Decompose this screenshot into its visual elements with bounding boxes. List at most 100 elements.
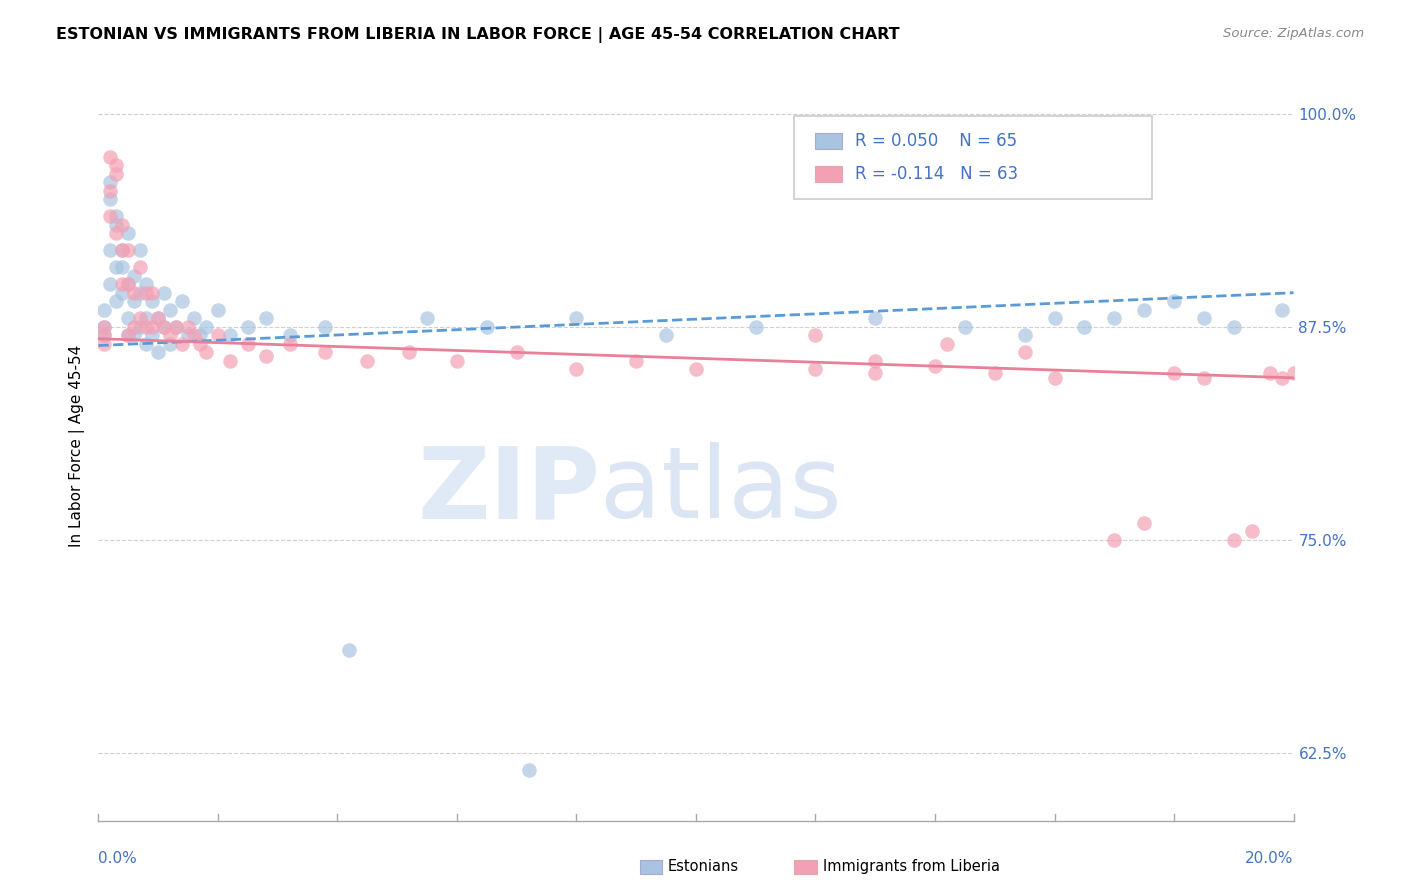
- Point: [135, 277, 157, 292]
- Point: [236, 336, 259, 351]
- Point: [1271, 371, 1294, 385]
- Point: [172, 336, 194, 351]
- Point: [278, 336, 301, 351]
- Point: [195, 319, 218, 334]
- Point: [141, 328, 163, 343]
- Text: R = 0.050    N = 65: R = 0.050 N = 65: [855, 132, 1017, 150]
- Point: [1163, 366, 1185, 380]
- Point: [117, 328, 139, 343]
- Point: [93, 319, 115, 334]
- Text: R = -0.114   N = 63: R = -0.114 N = 63: [855, 165, 1018, 183]
- Point: [111, 277, 134, 292]
- Point: [865, 311, 887, 326]
- Point: [398, 345, 420, 359]
- Point: [172, 294, 194, 309]
- Point: [105, 260, 128, 275]
- Point: [1282, 366, 1305, 380]
- Point: [1133, 302, 1156, 317]
- Point: [1163, 294, 1185, 309]
- Point: [105, 226, 128, 240]
- Point: [117, 277, 139, 292]
- Point: [159, 328, 181, 343]
- Point: [565, 362, 588, 376]
- Point: [153, 319, 176, 334]
- Point: [195, 345, 218, 359]
- Point: [105, 218, 128, 232]
- Point: [745, 319, 768, 334]
- Point: [1223, 533, 1246, 547]
- Point: [1223, 319, 1246, 334]
- Point: [111, 260, 134, 275]
- Point: [685, 362, 707, 376]
- Point: [98, 175, 122, 189]
- Point: [188, 328, 211, 343]
- Point: [159, 336, 181, 351]
- Point: [141, 285, 163, 300]
- Point: [117, 328, 139, 343]
- Point: [1240, 524, 1263, 538]
- Point: [219, 354, 242, 368]
- Point: [129, 243, 152, 257]
- Point: [117, 277, 139, 292]
- Text: ZIP: ZIP: [418, 442, 600, 540]
- Point: [105, 294, 128, 309]
- Point: [984, 366, 1007, 380]
- Point: [865, 354, 887, 368]
- Point: [98, 192, 122, 206]
- Point: [183, 328, 205, 343]
- Point: [129, 260, 152, 275]
- Point: [135, 311, 157, 326]
- Point: [111, 243, 134, 257]
- Point: [1014, 345, 1036, 359]
- Point: [1043, 371, 1066, 385]
- Point: [1104, 311, 1126, 326]
- Point: [953, 319, 976, 334]
- Point: [183, 311, 205, 326]
- Point: [124, 328, 146, 343]
- Point: [129, 285, 152, 300]
- Text: ESTONIAN VS IMMIGRANTS FROM LIBERIA IN LABOR FORCE | AGE 45-54 CORRELATION CHART: ESTONIAN VS IMMIGRANTS FROM LIBERIA IN L…: [56, 27, 900, 43]
- FancyBboxPatch shape: [794, 116, 1153, 199]
- Point: [93, 328, 115, 343]
- Point: [924, 359, 946, 373]
- Point: [105, 158, 128, 172]
- Point: [804, 362, 827, 376]
- Point: [135, 336, 157, 351]
- Point: [626, 354, 648, 368]
- Point: [111, 218, 134, 232]
- Point: [1258, 366, 1281, 380]
- Point: [254, 311, 277, 326]
- Point: [148, 311, 170, 326]
- Point: [219, 328, 242, 343]
- Point: [1043, 311, 1066, 326]
- Point: [98, 184, 122, 198]
- Bar: [815, 166, 842, 182]
- Point: [124, 294, 146, 309]
- Text: Estonians: Estonians: [668, 859, 740, 873]
- Point: [129, 311, 152, 326]
- Point: [1192, 371, 1215, 385]
- Point: [148, 345, 170, 359]
- Point: [93, 319, 115, 334]
- Point: [655, 328, 678, 343]
- Point: [141, 319, 163, 334]
- Point: [236, 319, 259, 334]
- Point: [153, 285, 176, 300]
- Point: [315, 319, 337, 334]
- Point: [1104, 533, 1126, 547]
- Point: [339, 643, 361, 657]
- Point: [1192, 311, 1215, 326]
- Point: [124, 268, 146, 283]
- Point: [124, 319, 146, 334]
- Point: [1271, 302, 1294, 317]
- Text: Immigrants from Liberia: Immigrants from Liberia: [823, 859, 1000, 873]
- Point: [177, 319, 200, 334]
- Point: [165, 319, 187, 334]
- Point: [506, 345, 529, 359]
- Y-axis label: In Labor Force | Age 45-54: In Labor Force | Age 45-54: [69, 345, 84, 547]
- Text: Source: ZipAtlas.com: Source: ZipAtlas.com: [1223, 27, 1364, 40]
- Point: [177, 328, 200, 343]
- Point: [936, 336, 959, 351]
- Point: [117, 226, 139, 240]
- Point: [517, 763, 540, 777]
